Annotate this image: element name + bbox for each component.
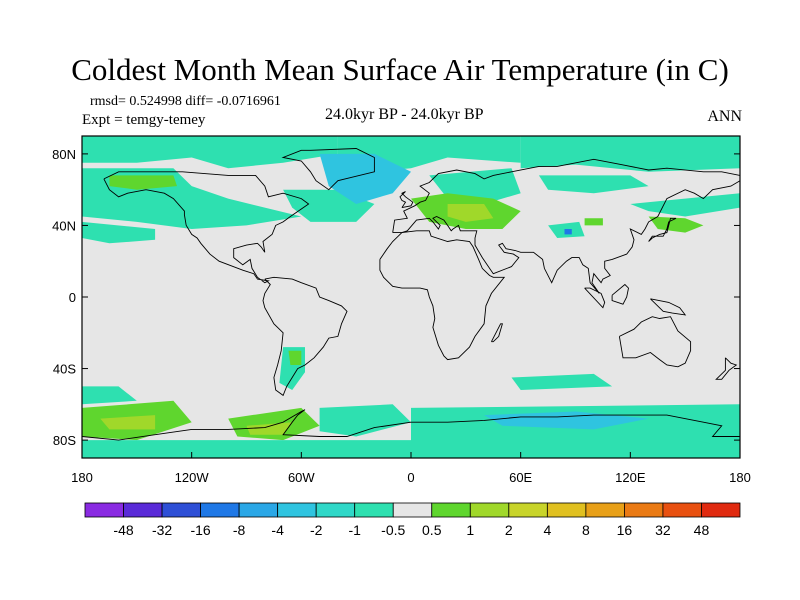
lon-label: 0: [407, 470, 414, 485]
colorbar-swatch: [161, 502, 201, 518]
colorbar-label: -48: [113, 522, 133, 538]
colorbar-swatch: [624, 502, 664, 518]
temperature-anomaly-region: [288, 350, 302, 365]
lon-label: 120E: [615, 470, 646, 485]
coastline: [379, 230, 506, 361]
colorbar-swatch: [585, 502, 625, 518]
colorbar-label: -2: [310, 522, 323, 538]
coastline: [392, 158, 740, 233]
colorbar-swatch: [662, 502, 702, 518]
period-label: 24.0kyr BP - 24.0kyr BP: [325, 106, 484, 123]
coastlines: [82, 148, 740, 441]
coastline: [262, 276, 348, 397]
coastline: [584, 287, 606, 309]
coastline: [281, 148, 375, 191]
coastline: [82, 409, 740, 441]
colorbar-label: 48: [694, 522, 710, 538]
coastline: [648, 217, 677, 242]
temperature-anomaly-region: [447, 204, 494, 222]
lon-label: 120W: [175, 470, 210, 485]
temperature-anomaly-region: [538, 175, 649, 194]
colorbar-label: 4: [543, 522, 551, 538]
lon-label: 60E: [509, 470, 532, 485]
colorbar-label: -16: [190, 522, 210, 538]
temperature-anomaly-region: [109, 175, 177, 190]
colorbar-label: 0.5: [422, 522, 442, 538]
temperature-anomaly-region: [246, 422, 293, 435]
season-label: ANN: [707, 108, 742, 125]
map-title: Coldest Month Mean Surface Air Temperatu…: [71, 52, 729, 87]
temperature-anomaly-region: [584, 218, 603, 226]
colorbar-swatch: [392, 502, 433, 518]
coastline: [399, 191, 414, 209]
colorbar: -48 -32 -16 -8 -4 -2 -1 -0.5 0.5 1 2 4 8 16 32 48: [84, 502, 741, 538]
temperature-anomaly-region: [484, 411, 649, 430]
lat-label: 80N: [52, 147, 76, 162]
colorbar-swatch: [431, 502, 471, 518]
coastline: [715, 357, 738, 380]
temperature-anomaly-region: [319, 404, 411, 437]
colorbar-label: 8: [582, 522, 590, 538]
lon-label: 180: [71, 470, 93, 485]
coastline: [618, 316, 692, 368]
colorbar-label: 1: [466, 522, 474, 538]
map-axes: 80N 40N 0 40S 80S 180 120W 60W 0 60E 120E 180: [52, 147, 751, 485]
coastline: [103, 171, 310, 284]
colorbar-label: -8: [233, 522, 246, 538]
colorbar-label: 16: [617, 522, 633, 538]
colorbar-swatch: [701, 502, 741, 518]
colorbar-label: -0.5: [381, 522, 405, 538]
stats-line: rmsd= 0.524998 diff= -0.0716961: [90, 94, 281, 109]
colorbar-label: 32: [655, 522, 671, 538]
temperature-anomaly-region: [630, 193, 740, 217]
lat-label: 0: [69, 290, 76, 305]
experiment-line: Expt = temgy-temey: [82, 112, 206, 128]
lon-label: 180: [729, 470, 751, 485]
colorbar-swatch: [508, 502, 548, 518]
colorbar-swatch: [277, 502, 317, 518]
temperature-field: [82, 136, 740, 458]
colorbar-swatch: [84, 502, 124, 518]
colorbar-swatch: [546, 502, 587, 518]
lat-label: 80S: [53, 433, 76, 448]
coastline: [490, 323, 504, 343]
colorbar-label: -32: [152, 522, 172, 538]
colorbar-swatch: [315, 502, 356, 518]
lat-label: 40N: [52, 218, 76, 233]
temperature-anomaly-region: [564, 229, 572, 235]
temperature-anomaly-region: [82, 386, 137, 405]
colorbar-swatch: [469, 502, 510, 518]
colorbar-label: -1: [348, 522, 361, 538]
colorbar-swatch: [354, 502, 394, 518]
temperature-anomaly-region: [511, 373, 613, 390]
temperature-anomaly-region: [319, 153, 411, 204]
temperature-anomaly-region: [82, 136, 338, 169]
temperature-anomaly-region: [82, 221, 156, 244]
temperature-anomaly-region: [100, 415, 156, 430]
lat-label: 40S: [53, 362, 76, 377]
colorbar-swatch: [238, 502, 279, 518]
colorbar-label: 2: [505, 522, 513, 538]
temperature-anomaly-region: [82, 440, 411, 458]
lon-label: 60W: [288, 470, 315, 485]
colorbar-label: -4: [271, 522, 284, 538]
colorbar-swatch: [200, 502, 240, 518]
coastline: [392, 180, 740, 294]
coastline: [611, 283, 629, 305]
coastline: [650, 298, 687, 316]
temperature-anomaly-region: [648, 216, 704, 233]
colorbar-swatch: [123, 502, 163, 518]
